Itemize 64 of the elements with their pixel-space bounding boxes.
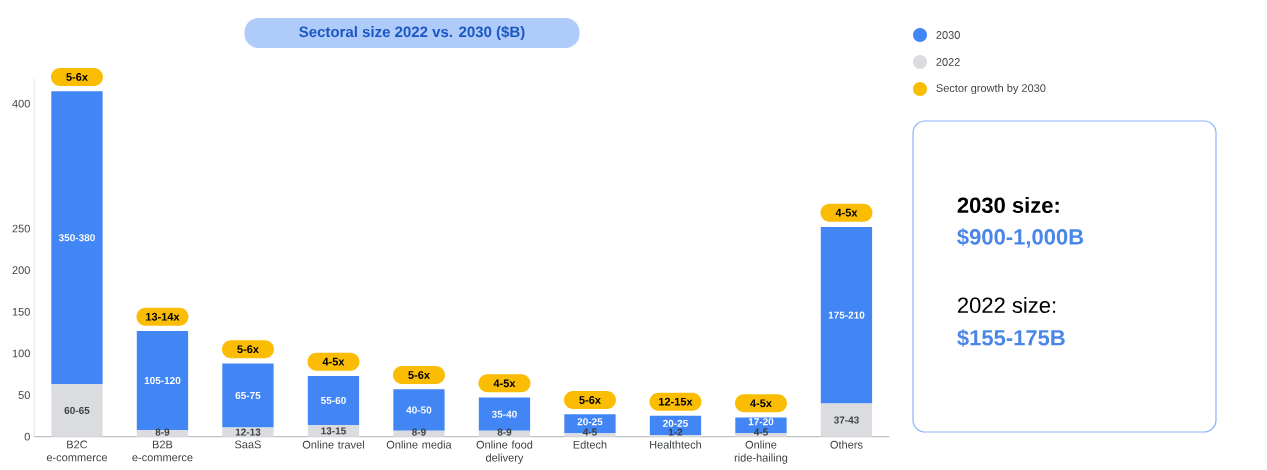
y-tick-label: 400 bbox=[12, 99, 30, 108]
x-tick-label: Online travel bbox=[302, 440, 364, 449]
bar bbox=[136, 430, 189, 437]
annotation: 12-15x bbox=[659, 397, 693, 406]
bar bbox=[307, 425, 360, 437]
text: 2030 size: bbox=[957, 196, 1059, 214]
data-label: 13-15 bbox=[321, 427, 346, 435]
data-label: 105-120 bbox=[144, 376, 181, 385]
annotation: 4-5x bbox=[835, 208, 858, 217]
x-tick-label: Healthtech bbox=[650, 440, 702, 449]
data-label: 8-9 bbox=[412, 428, 426, 436]
bar bbox=[222, 363, 274, 428]
data-label: 350-380 bbox=[58, 234, 95, 242]
y-tick-label: 50 bbox=[18, 391, 30, 399]
text: $900-1,000B bbox=[957, 228, 1084, 248]
x-tick-label: Edtech bbox=[573, 440, 607, 449]
text: $155-175B bbox=[957, 329, 1065, 347]
annotation: 5-6x bbox=[66, 73, 88, 81]
x-tick-label: Online media bbox=[386, 440, 452, 449]
y-tick-label: 100 bbox=[12, 349, 30, 358]
data-label: 20-25 bbox=[663, 419, 688, 427]
data-label: 65-75 bbox=[235, 391, 261, 400]
data-label: 175-210 bbox=[828, 311, 865, 319]
legend-label: 2022 bbox=[936, 58, 960, 66]
y-tick-label: 150 bbox=[12, 307, 30, 316]
data-label: 12-13 bbox=[235, 428, 261, 436]
data-label: 37-43 bbox=[833, 416, 859, 424]
data-label: 1-2 bbox=[668, 428, 683, 436]
x-tick-label: Online ride-hailing bbox=[734, 440, 788, 464]
bar bbox=[478, 430, 531, 437]
y-tick-label: 200 bbox=[12, 266, 30, 275]
text: Sector growth by 2030 bbox=[936, 83, 1046, 95]
bar bbox=[51, 91, 103, 385]
chart-title: Sectoral size 2022 vs. 2030 ($B) bbox=[299, 25, 525, 41]
bar bbox=[307, 375, 360, 426]
x-tick-label: Online food delivery bbox=[476, 440, 533, 464]
bar bbox=[820, 403, 873, 437]
annotation: 4-5x bbox=[322, 357, 345, 366]
bar bbox=[393, 430, 445, 437]
annotation: 5-6x bbox=[579, 396, 601, 404]
annotation: 13-14x bbox=[146, 312, 180, 321]
data-label: 20-25 bbox=[577, 418, 603, 426]
annotation: 4-5x bbox=[493, 379, 516, 388]
annotation: 5-6x bbox=[408, 371, 430, 379]
data-label: 17-20 bbox=[748, 418, 774, 426]
data-label: 8-9 bbox=[155, 428, 170, 436]
y-tick-label: 250 bbox=[12, 224, 30, 233]
x-tick-label: B2C e-commerce bbox=[46, 440, 108, 462]
data-label: 40-50 bbox=[406, 406, 432, 414]
bar bbox=[820, 226, 873, 404]
data-label: 60-65 bbox=[64, 406, 90, 414]
y-tick-label: 0 bbox=[24, 432, 30, 441]
annotation: 4-5x bbox=[750, 399, 772, 408]
data-label: 35-40 bbox=[491, 410, 517, 418]
bar bbox=[564, 414, 616, 434]
legend-label: 2030 bbox=[936, 31, 960, 39]
x-tick-label: SaaS bbox=[235, 440, 261, 449]
annotation: 5-6x bbox=[237, 345, 259, 354]
data-label: 8-9 bbox=[497, 428, 512, 436]
x-tick-label: B2B e-commerce bbox=[132, 440, 193, 462]
data-label: 55-60 bbox=[320, 396, 346, 404]
bar bbox=[51, 384, 103, 437]
x-tick-label: Others bbox=[830, 440, 863, 449]
text: 2022 size: bbox=[957, 296, 1056, 314]
